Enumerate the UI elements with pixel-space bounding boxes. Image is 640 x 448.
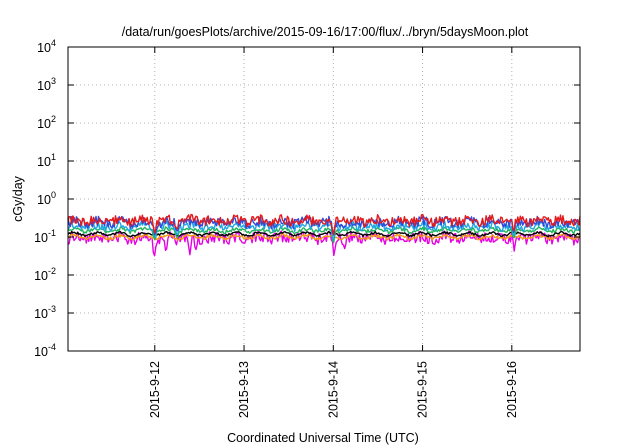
x-tick-label: 2015-9-12 xyxy=(148,361,162,418)
y-axis-label: cGy/day xyxy=(11,175,25,222)
chart-title: /data/run/goesPlots/archive/2015-09-16/1… xyxy=(122,25,529,39)
series-line xyxy=(67,230,581,257)
y-tick-label: 10-4 xyxy=(34,342,56,359)
y-tick-label: 10-2 xyxy=(34,266,56,283)
series-line xyxy=(67,226,581,244)
y-tick-exponent: -1 xyxy=(48,228,56,238)
y-tick-label: 103 xyxy=(37,76,56,93)
x-tick-label: 2015-9-15 xyxy=(416,361,430,418)
y-tick-exponent: 4 xyxy=(51,38,56,48)
y-tick-exponent: -2 xyxy=(48,266,56,276)
y-tick-label: 102 xyxy=(37,114,56,131)
x-tick-label: 2015-9-14 xyxy=(326,361,340,418)
y-tick-label: 100 xyxy=(37,190,56,207)
y-tick-exponent: -4 xyxy=(48,342,56,352)
x-axis: 2015-9-12 2015-9-13 2015-9-14 2015-9-15 2015… xyxy=(148,47,519,418)
y-tick-label: 10-1 xyxy=(34,228,56,245)
x-tick-label: 2015-9-13 xyxy=(237,361,251,418)
series-line xyxy=(67,213,581,236)
y-tick-exponent: 1 xyxy=(51,152,56,162)
y-tick-label: 10-3 xyxy=(34,304,56,321)
series-lines xyxy=(67,213,581,257)
y-tick-exponent: 3 xyxy=(51,76,56,86)
y-tick-label: 101 xyxy=(37,152,56,169)
y-tick-exponent: 2 xyxy=(51,114,56,124)
y-tick-exponent: 0 xyxy=(51,190,56,200)
y-tick-label: 104 xyxy=(37,38,56,55)
y-tick-exponent: -3 xyxy=(48,304,56,314)
x-axis-label: Coordinated Universal Time (UTC) xyxy=(227,431,419,445)
gridlines xyxy=(68,47,580,351)
x-tick-label: 2015-9-16 xyxy=(505,361,519,418)
